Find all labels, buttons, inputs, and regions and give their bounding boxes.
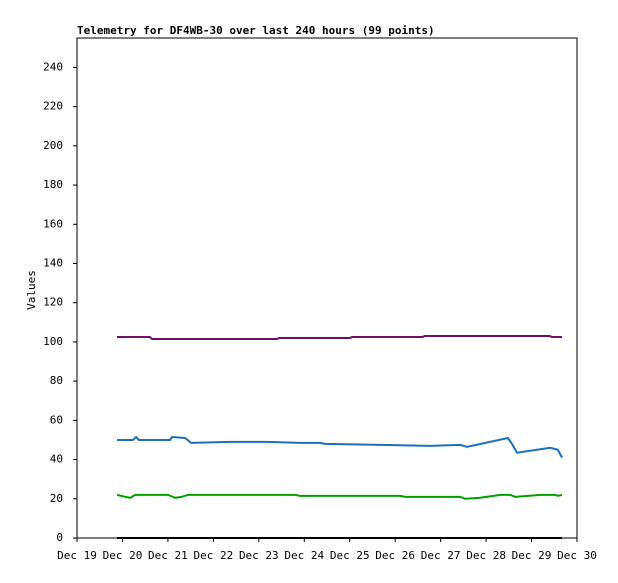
y-tick-label: 100 xyxy=(43,335,63,348)
x-tick-label: Dec 28 xyxy=(466,549,506,562)
chart-title: Telemetry for DF4WB-30 over last 240 hou… xyxy=(77,24,435,37)
y-tick-label: 40 xyxy=(50,453,63,466)
y-axis-label: Values xyxy=(25,270,38,310)
x-tick-label: Dec 22 xyxy=(193,549,233,562)
y-tick-label: 160 xyxy=(43,217,63,230)
x-tick-label: Dec 29 xyxy=(512,549,552,562)
y-tick-label: 0 xyxy=(56,531,63,544)
y-tick-label: 60 xyxy=(50,413,63,426)
x-tick-label: Dec 24 xyxy=(284,549,324,562)
x-tick-label: Dec 20 xyxy=(103,549,143,562)
x-tick-label: Dec 19 xyxy=(57,549,97,562)
series-line xyxy=(117,335,562,340)
y-tick-label: 240 xyxy=(43,60,63,73)
y-tick-label: 20 xyxy=(50,492,63,505)
y-tick-label: 180 xyxy=(43,178,63,191)
y-tick-label: 220 xyxy=(43,100,63,113)
x-tick-label: Dec 26 xyxy=(375,549,415,562)
x-tick-label: Dec 23 xyxy=(239,549,279,562)
y-tick-label: 80 xyxy=(50,374,63,387)
y-tick-label: 140 xyxy=(43,256,63,269)
x-tick-label: Dec 21 xyxy=(148,549,188,562)
x-tick-label: Dec 27 xyxy=(421,549,461,562)
x-tick-label: Dec 30 xyxy=(557,549,597,562)
y-tick-label: 200 xyxy=(43,139,63,152)
series-line xyxy=(116,493,563,500)
series-line xyxy=(117,435,563,459)
y-tick-label: 120 xyxy=(43,296,63,309)
x-tick-label: Dec 25 xyxy=(330,549,370,562)
